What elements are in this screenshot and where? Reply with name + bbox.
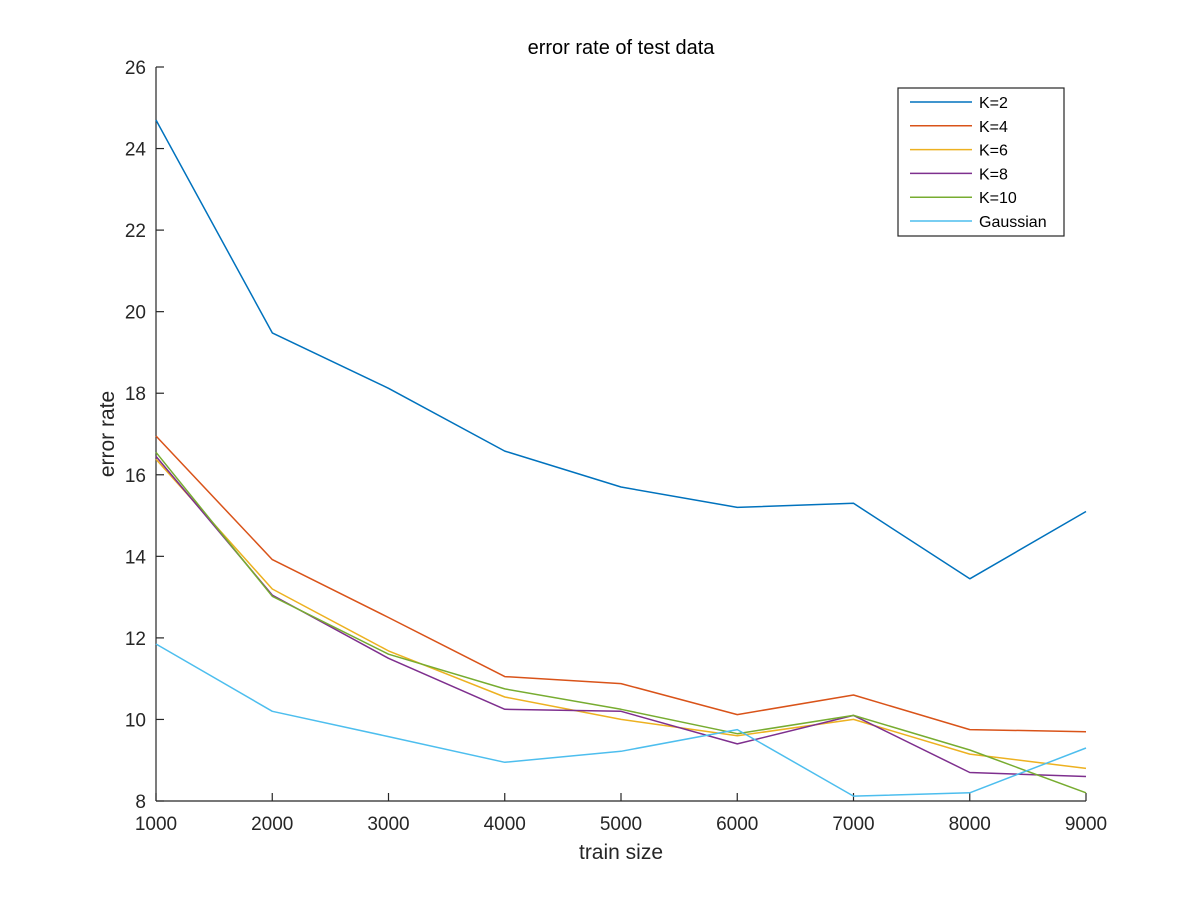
series-line-k-2 xyxy=(155,119,1087,580)
y-axis-label: error rate xyxy=(96,391,119,477)
x-tick-label: 5000 xyxy=(600,814,642,835)
legend-label: K=8 xyxy=(979,166,1008,183)
y-tick-label: 16 xyxy=(125,466,146,487)
x-tick-label: 1000 xyxy=(135,814,177,835)
x-axis-label: train size xyxy=(579,841,663,864)
legend: K=2 K=4 K=6 K=8 K=10 Gaussian xyxy=(897,87,1065,237)
y-tick-label: 8 xyxy=(135,792,146,813)
series-line-gaussian xyxy=(155,643,1087,797)
x-tick-label: 8000 xyxy=(949,814,991,835)
x-tick-label: 3000 xyxy=(367,814,409,835)
series-lines xyxy=(155,119,1087,797)
y-tick-label: 18 xyxy=(125,384,146,405)
legend-label: K=10 xyxy=(979,190,1017,207)
y-tick-label: 10 xyxy=(125,710,146,731)
series-line-k-6 xyxy=(155,458,1087,770)
x-tick-label: 6000 xyxy=(716,814,758,835)
x-tick-label: 4000 xyxy=(484,814,526,835)
y-tick-label: 14 xyxy=(125,547,147,568)
series-line-k-10 xyxy=(155,451,1087,794)
x-tick-label: 2000 xyxy=(251,814,293,835)
legend-label: Gaussian xyxy=(979,214,1047,231)
y-ticks: 8 10 12 14 16 18 20 22 24 26 xyxy=(125,58,164,813)
y-tick-label: 20 xyxy=(125,303,146,324)
chart-title: error rate of test data xyxy=(528,37,716,59)
legend-entries: K=2 K=4 K=6 K=8 K=10 Gaussian xyxy=(910,95,1047,231)
legend-label: K=4 xyxy=(979,119,1008,136)
x-tick-label: 9000 xyxy=(1065,814,1107,835)
y-tick-label: 12 xyxy=(125,629,146,650)
y-tick-label: 24 xyxy=(125,140,147,161)
x-ticks: 1000 2000 3000 4000 5000 6000 7000 8000 9000 xyxy=(135,793,1107,835)
legend-label: K=6 xyxy=(979,143,1008,160)
legend-label: K=2 xyxy=(979,95,1008,112)
series-line-k-4 xyxy=(155,435,1087,733)
legend-box xyxy=(897,87,1065,237)
x-tick-label: 7000 xyxy=(832,814,874,835)
y-tick-label: 22 xyxy=(125,221,146,242)
y-tick-label: 26 xyxy=(125,58,146,79)
